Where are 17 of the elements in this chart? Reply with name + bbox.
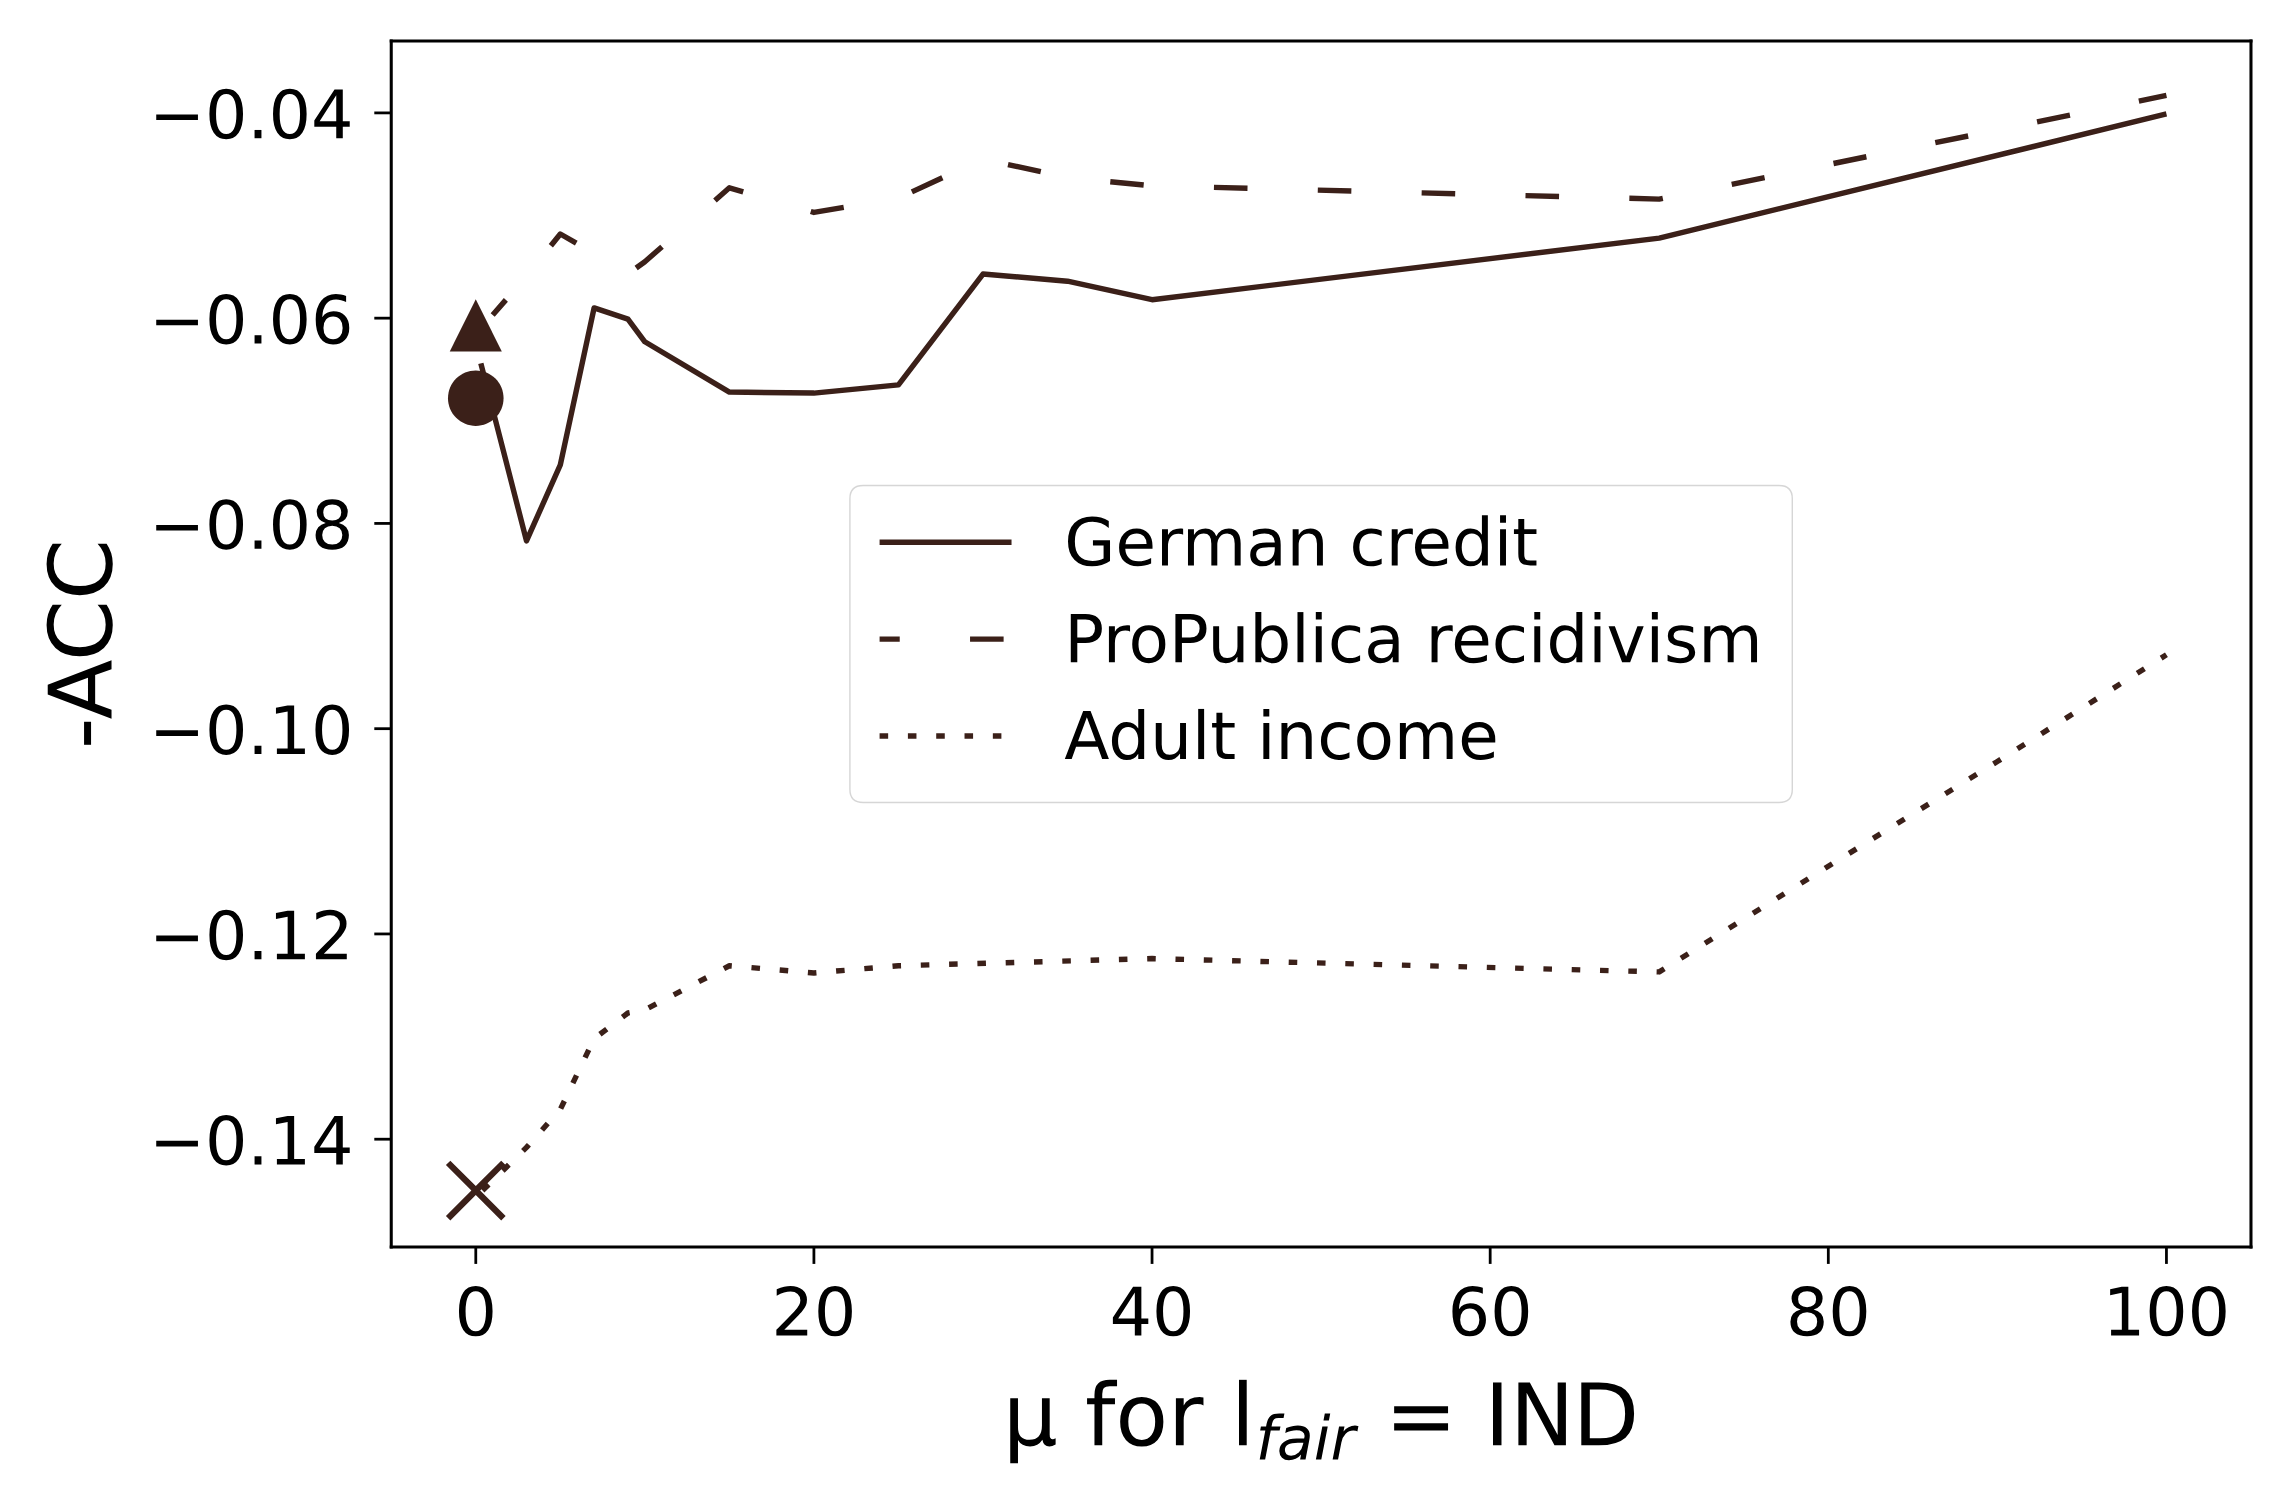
x-axis-title: μ for l$_{fair}$ = IND [1010,1379,1635,1464]
y-tick-label: −0.14 [156,1115,350,1166]
x-tick-label: 60 [1452,1285,1529,1337]
y-tick-label: −0.06 [156,294,350,345]
x-tick-label: 80 [1790,1285,1867,1337]
x-tick-label: 0 [458,1285,493,1337]
legend-label: Adult income [1064,708,1496,760]
y-tick-label: −0.08 [156,499,349,550]
x-tick-label: 100 [2110,1285,2226,1337]
x-tick-label: 40 [1112,1285,1191,1337]
y-tick-label: −0.04 [156,88,350,140]
y-tick-label: −0.10 [156,704,350,755]
y-tick-label: −0.12 [156,909,347,961]
legend-label: German credit [1068,515,1537,567]
legend-label: ProPublica recidivism [1070,612,1758,664]
y-axis-title: -ACC [46,543,113,745]
x-tick-label: 20 [776,1285,852,1337]
